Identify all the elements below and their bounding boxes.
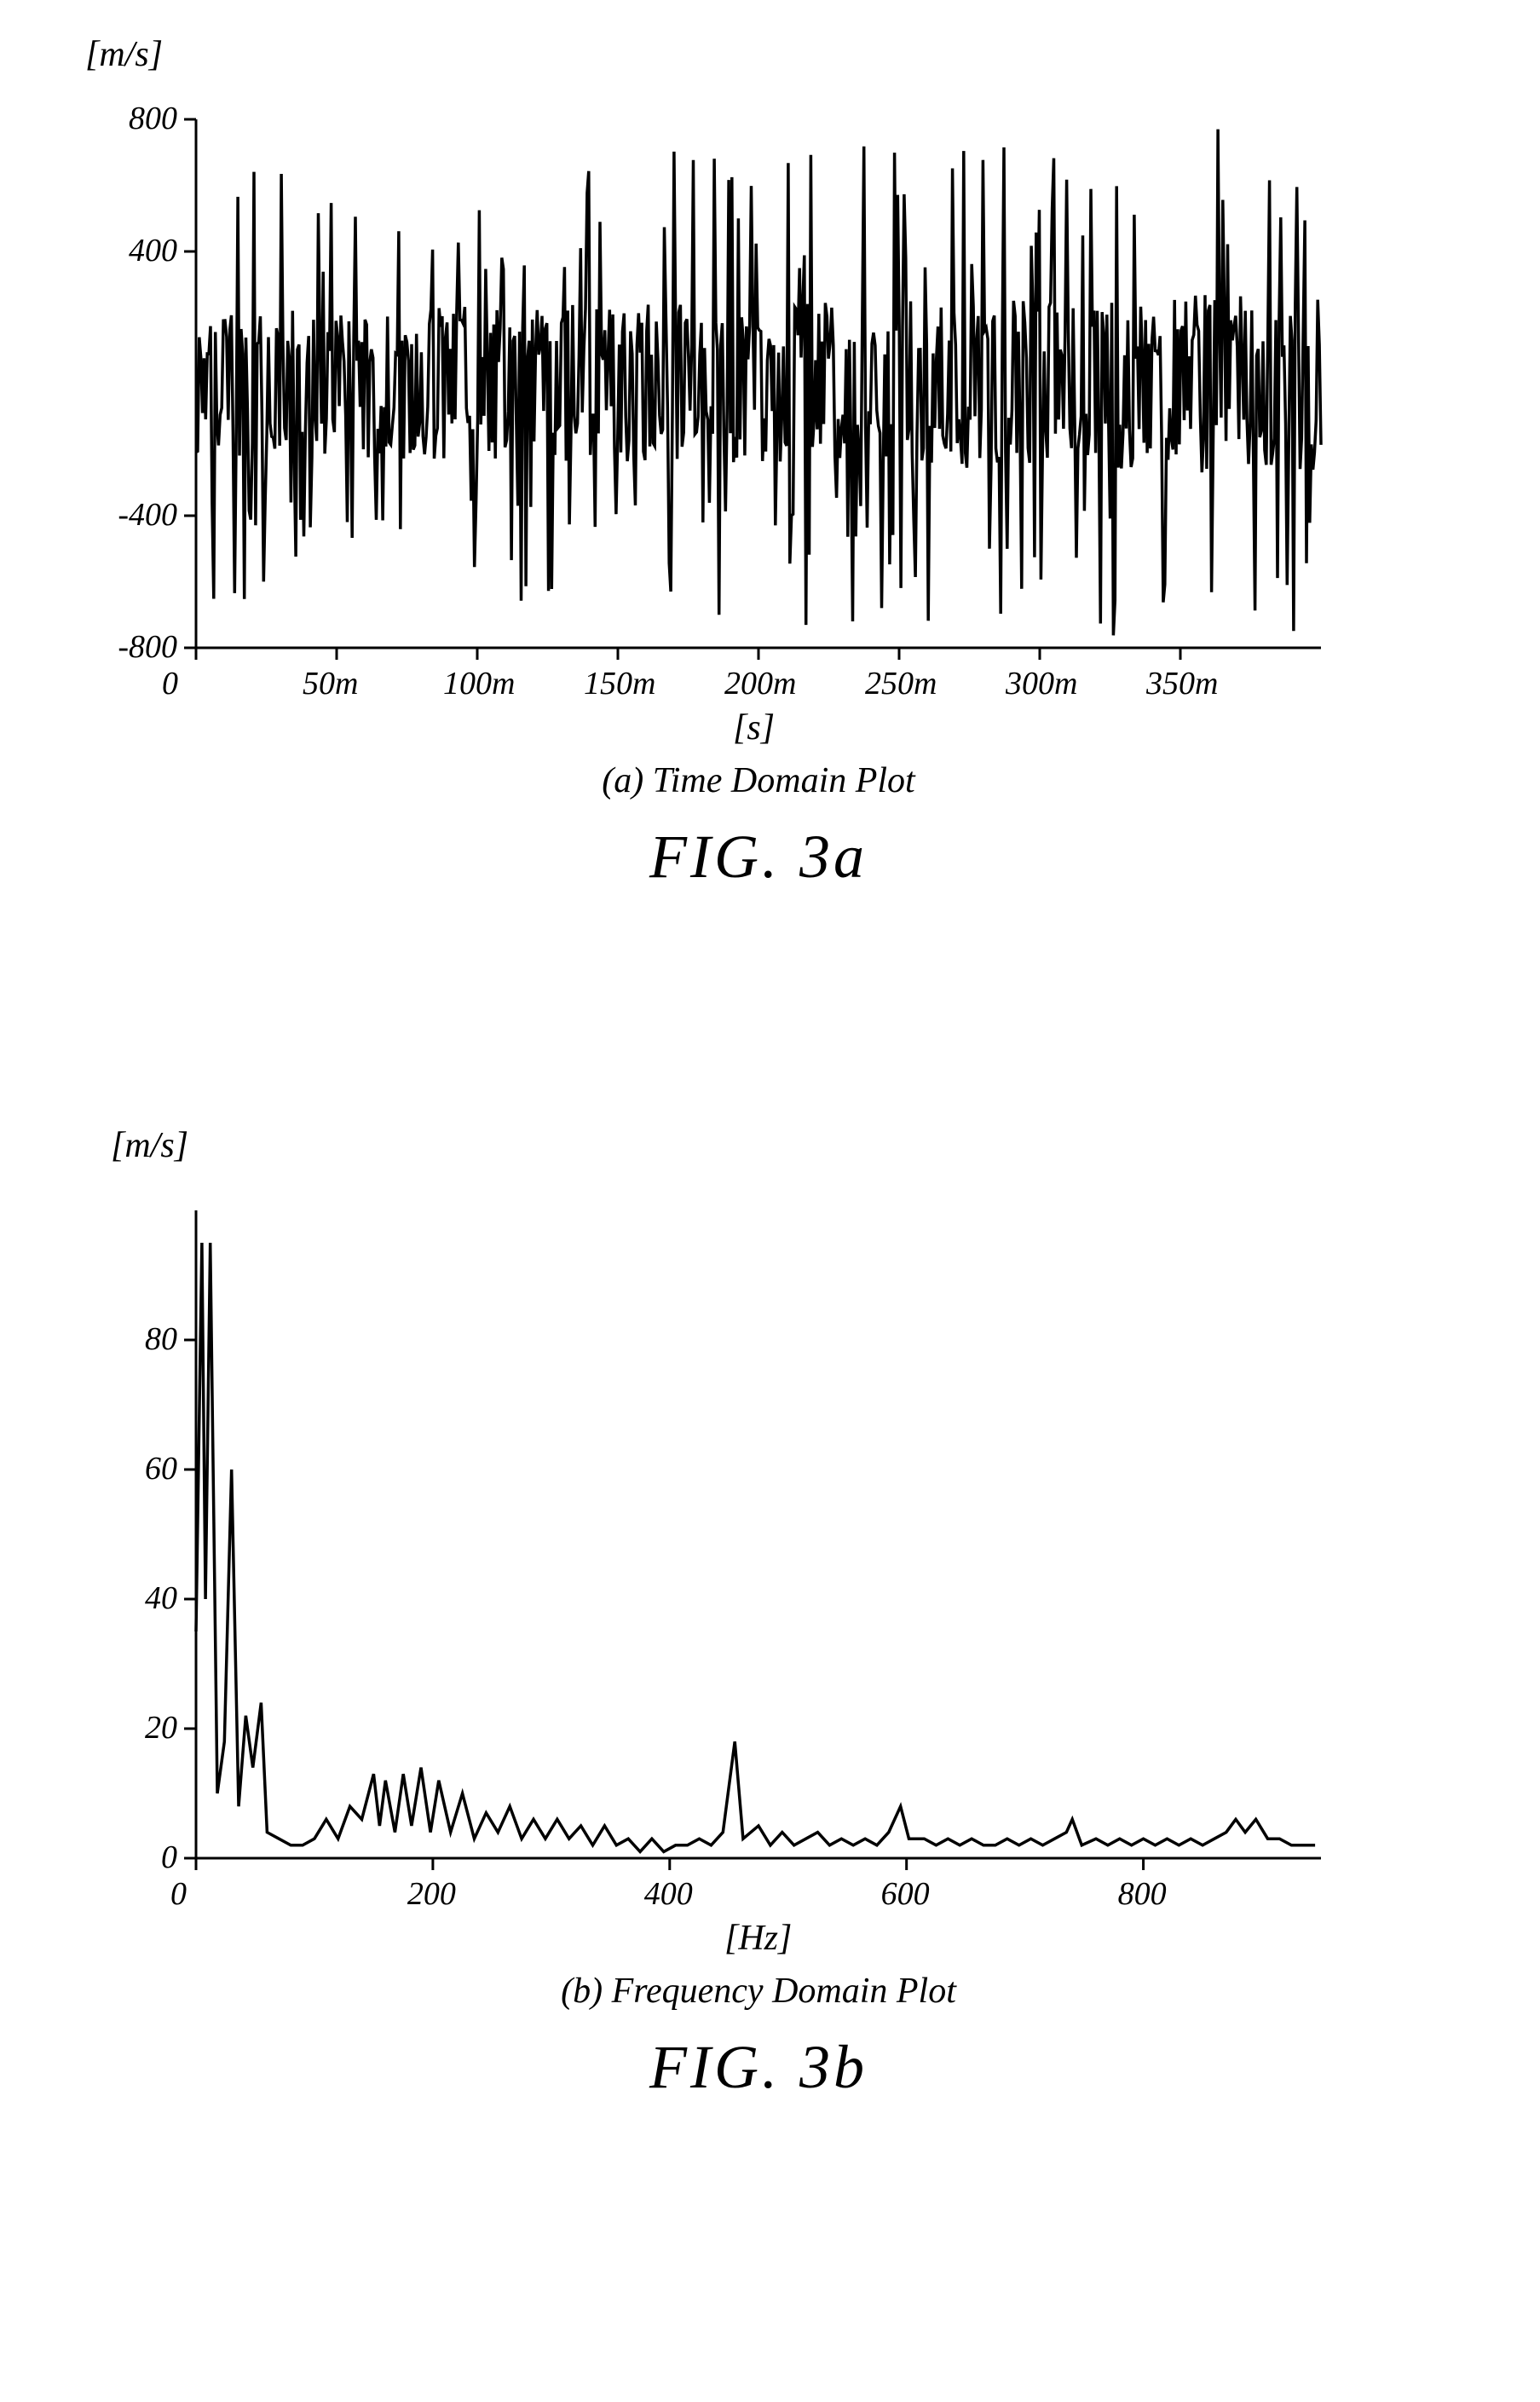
chart-a-xtick-label: 300m xyxy=(1006,665,1077,702)
chart-a-xtick-label: 100m xyxy=(443,665,515,702)
chart-b-ytick-label: 60 xyxy=(145,1450,177,1487)
chart-b-ytick-label: 20 xyxy=(145,1709,177,1747)
chart-b-xtick-label: 0 xyxy=(170,1875,187,1913)
chart-a-fig-label: FIG. 3a xyxy=(196,822,1321,892)
chart-a-wrap: [m/s] -800-400400800 050m100m150m200m250… xyxy=(162,85,1355,980)
chart-a-xtick-label: 350m xyxy=(1146,665,1218,702)
chart-a-y-unit: [m/s] xyxy=(85,34,163,75)
chart-b-xtick-label: 200 xyxy=(407,1875,456,1913)
chart-b-svg xyxy=(162,1176,1355,1892)
page-root: [m/s] -800-400400800 050m100m150m200m250… xyxy=(0,0,1540,2402)
chart-b-ytick-label: 0 xyxy=(161,1839,177,1876)
chart-a-xtick-label: 50m xyxy=(303,665,358,702)
chart-a-ytick-label: -800 xyxy=(118,628,177,666)
chart-b-ytick-label: 40 xyxy=(145,1579,177,1617)
chart-b-wrap: [m/s] 020406080 0200400600800 [Hz] (b) F… xyxy=(162,1176,1355,2191)
chart-a-ytick-label: -400 xyxy=(118,496,177,534)
chart-a-xtick-label: 150m xyxy=(584,665,655,702)
chart-b-fig-label: FIG. 3b xyxy=(196,2032,1321,2103)
chart-a-xtick-label: 0 xyxy=(162,665,178,702)
chart-b-xtick-label: 800 xyxy=(1118,1875,1167,1913)
chart-b-ytick-label: 80 xyxy=(145,1320,177,1358)
chart-a-ytick-label: 400 xyxy=(129,232,177,269)
chart-a-x-unit: [s] xyxy=(733,707,775,748)
chart-b-xtick-label: 600 xyxy=(881,1875,930,1913)
chart-b-x-unit: [Hz] xyxy=(724,1918,792,1959)
chart-a-xtick-label: 250m xyxy=(865,665,937,702)
chart-b-caption: (b) Frequency Domain Plot xyxy=(196,1971,1321,2012)
chart-b-y-unit: [m/s] xyxy=(111,1125,188,1166)
chart-a-svg xyxy=(162,85,1355,682)
chart-b-xtick-label: 400 xyxy=(644,1875,693,1913)
chart-a-xtick-label: 200m xyxy=(724,665,796,702)
chart-a-caption: (a) Time Domain Plot xyxy=(196,760,1321,801)
chart-a-ytick-label: 800 xyxy=(129,100,177,137)
